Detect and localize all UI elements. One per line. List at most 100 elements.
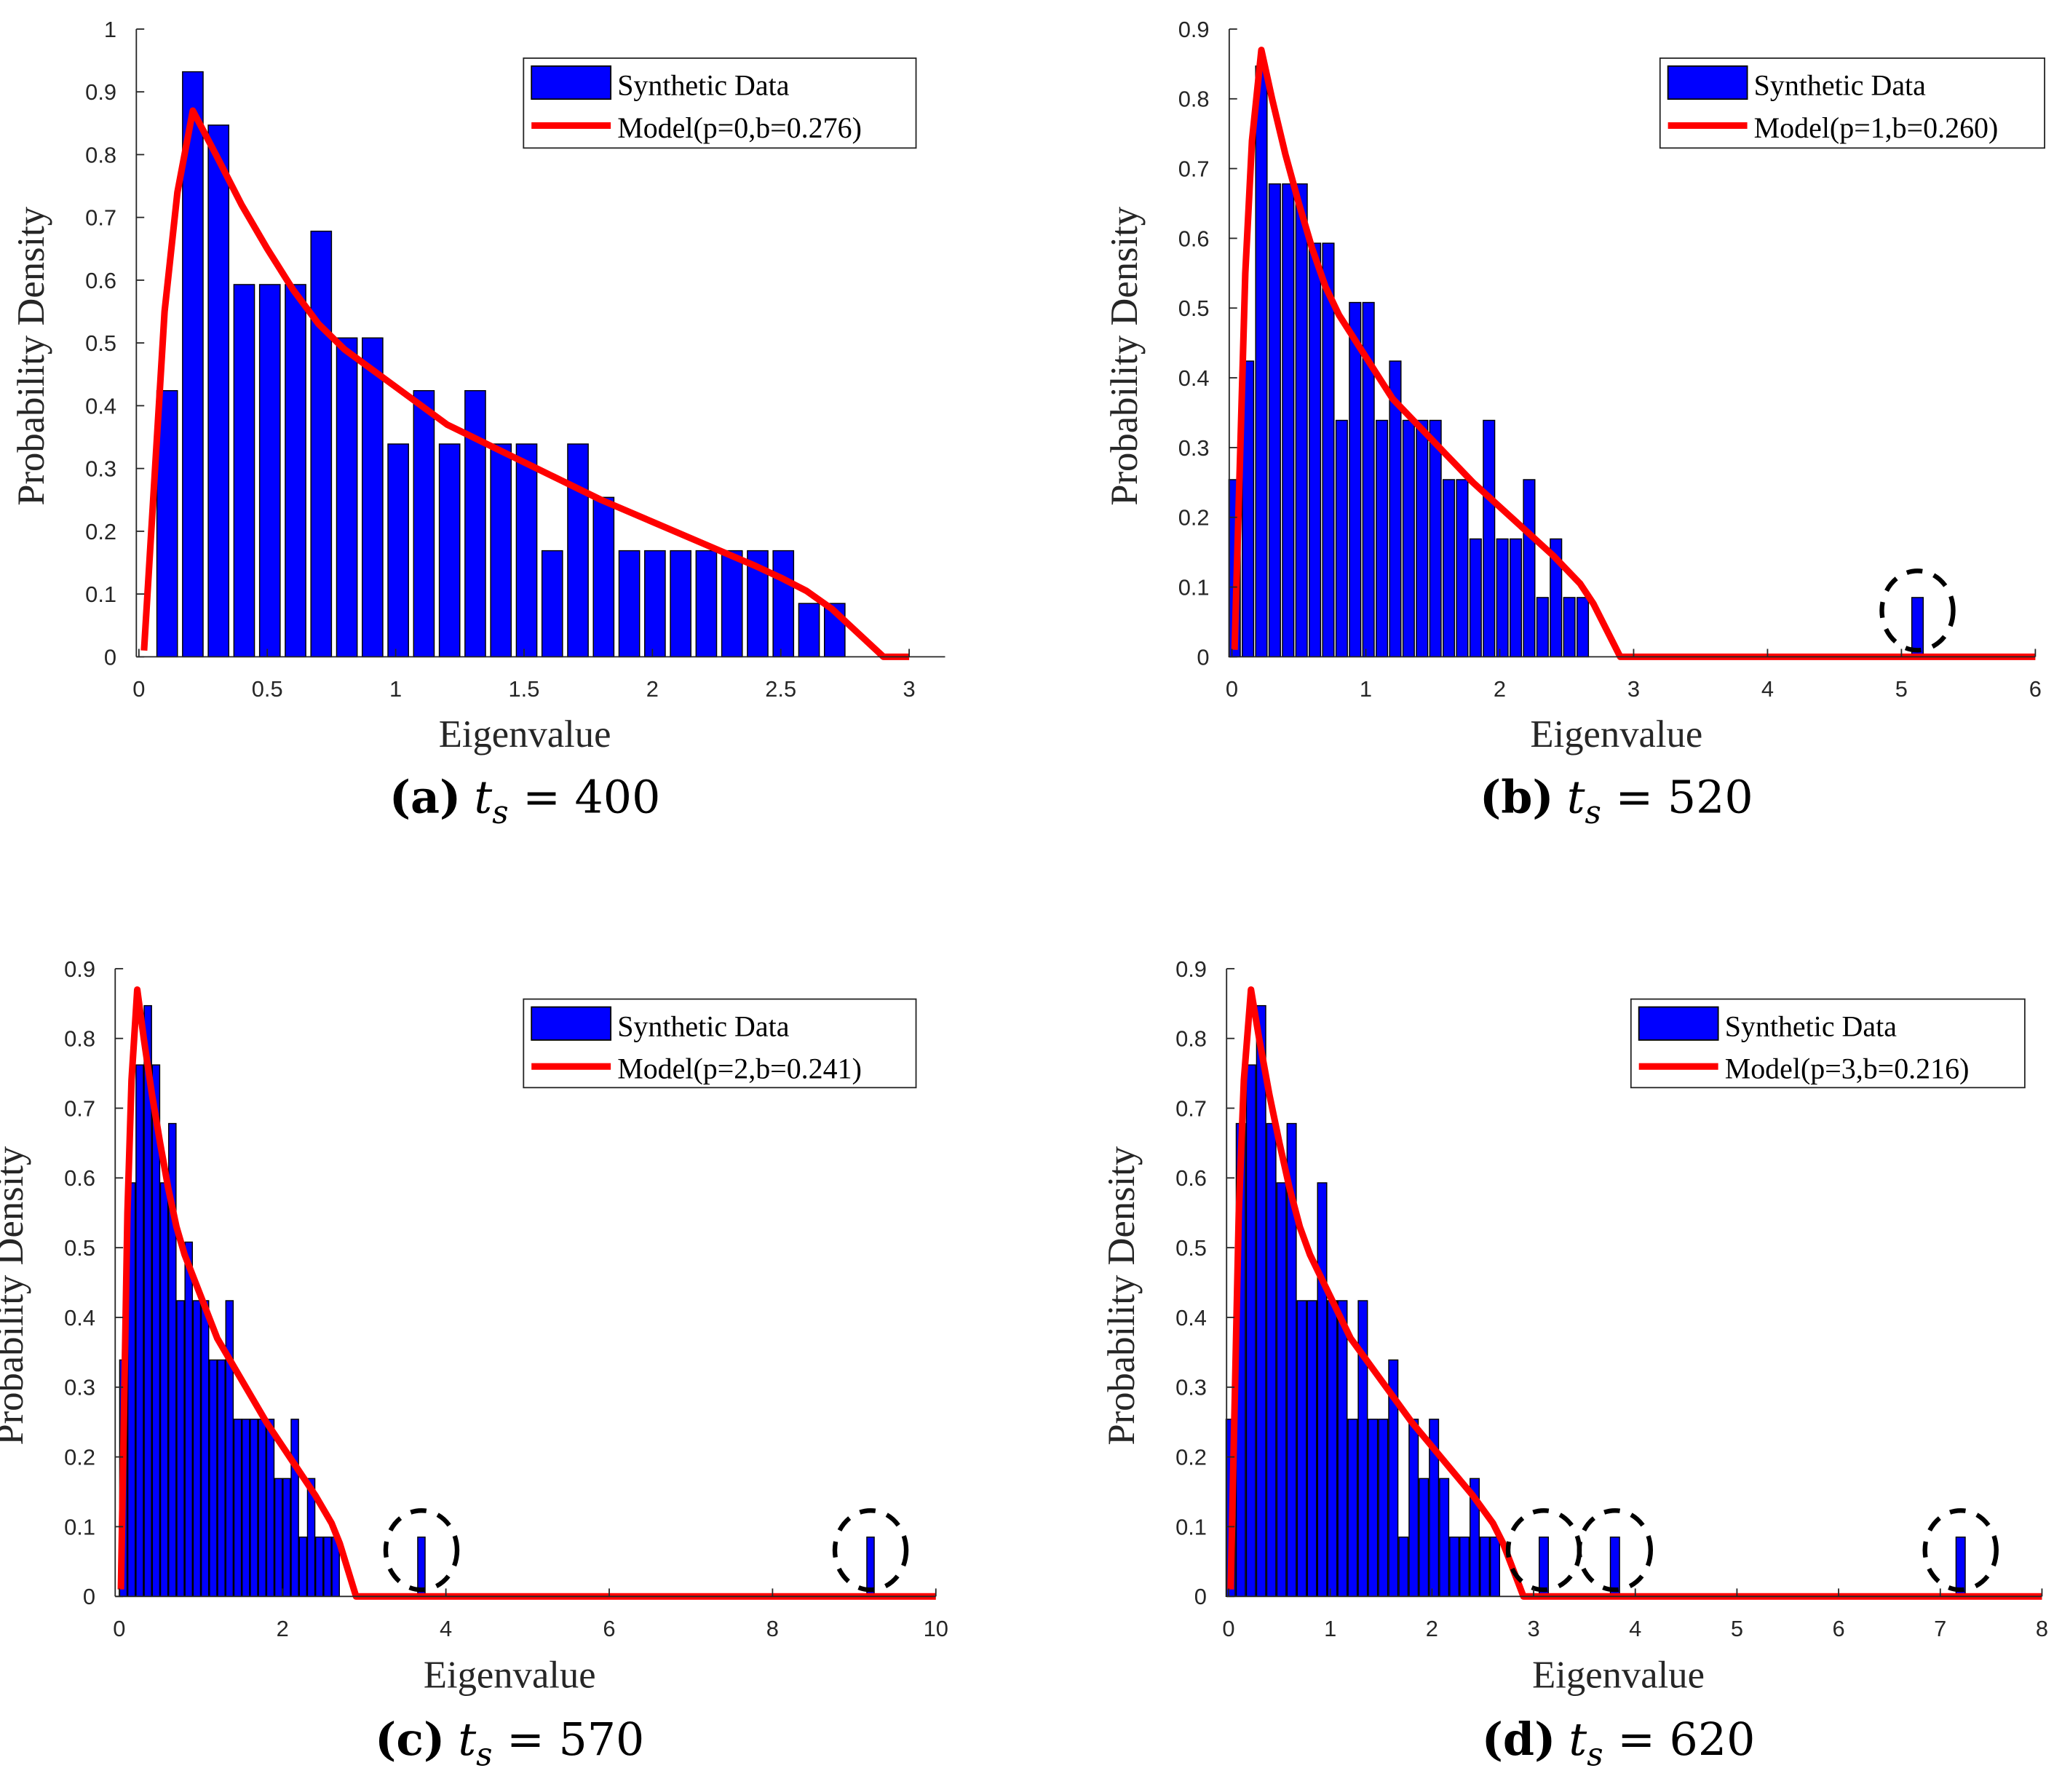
histogram-bar (209, 1359, 218, 1598)
x-tick-label: 1.5 (509, 676, 540, 702)
outlier-highlight-circle (832, 1508, 909, 1593)
histogram-bar (1317, 1182, 1328, 1598)
x-tick-label: 1 (1324, 1616, 1336, 1641)
histogram-bar (823, 603, 846, 658)
histogram-bar (541, 550, 563, 658)
model-curve (140, 107, 910, 660)
x-tick-label: 6 (1833, 1616, 1845, 1641)
outlier-highlight-circle (1922, 1508, 1999, 1593)
histogram-bar (1576, 597, 1590, 658)
y-tick-label: 0.4 (64, 1305, 95, 1331)
y-tick-label: 0.8 (1178, 87, 1210, 112)
histogram-bar (290, 1419, 299, 1598)
histogram-bar (670, 550, 691, 658)
histogram-bar (1327, 1300, 1338, 1598)
x-tick-label: 3 (1527, 1616, 1539, 1641)
legend-label-data: Synthetic Data (1754, 69, 1927, 102)
histogram-bar (1276, 1182, 1287, 1598)
outlier-highlight-circle (383, 1508, 460, 1593)
histogram-bar (274, 1478, 283, 1598)
y-axis-label: Probability Density (1103, 206, 1146, 506)
histogram-bar (1469, 538, 1482, 658)
legend-bar-swatch (531, 65, 612, 100)
legend: Synthetic Data Model(p=2,b=0.241) (523, 998, 917, 1089)
histogram-bar (182, 71, 204, 658)
x-tick-label: 0 (113, 1616, 125, 1641)
y-tick-label: 0.9 (64, 956, 95, 982)
legend-label-data: Synthetic Data (617, 1010, 790, 1042)
y-tick-label: 0.3 (1175, 1375, 1207, 1400)
subfigure-caption: (c) ts = 570 (375, 1713, 644, 1774)
histogram-bar (721, 550, 743, 658)
x-tick-label: 6 (2029, 676, 2042, 702)
x-tick-label: 1 (389, 676, 402, 702)
y-tick-label: 0.6 (1175, 1165, 1207, 1191)
legend-bar-swatch (531, 1006, 612, 1041)
histogram-bar (1483, 419, 1496, 658)
histogram-bar (184, 1241, 194, 1598)
histogram-bar (207, 124, 230, 658)
histogram-bar (1357, 1300, 1368, 1598)
y-tick-label: 0 (83, 1584, 95, 1609)
x-tick-label: 2.5 (765, 676, 796, 702)
x-tick-label: 0 (132, 676, 145, 702)
histogram-bar (1523, 479, 1536, 658)
histogram-bar (592, 496, 615, 658)
y-tick-label: 0.6 (64, 1165, 95, 1191)
x-tick-label: 8 (2036, 1616, 2048, 1641)
histogram-bar (1459, 1537, 1470, 1598)
histogram-bar (618, 550, 641, 658)
caption-variable: t (1569, 1713, 1587, 1766)
histogram-bar (464, 389, 486, 658)
histogram-bar (233, 1419, 242, 1598)
x-tick-label: 5 (1731, 1616, 1743, 1641)
x-tick-label: 7 (1934, 1616, 1946, 1641)
x-tick-label: 5 (1895, 676, 1908, 702)
histogram-bar (314, 1537, 324, 1598)
histogram-bar (413, 389, 435, 658)
y-tick-label: 0.3 (1178, 435, 1210, 461)
x-tick-label: 3 (1627, 676, 1640, 702)
histogram-bar (310, 230, 333, 658)
histogram-bar (644, 550, 666, 658)
y-tick-label: 0.6 (1178, 226, 1210, 251)
histogram-bar (362, 337, 384, 658)
x-tick-label: 2 (646, 676, 659, 702)
outlier-highlight-circle (1577, 1508, 1653, 1593)
y-tick-label: 0.7 (1175, 1095, 1207, 1121)
histogram-bar (217, 1359, 226, 1598)
y-axis-label: Probability Density (10, 206, 52, 506)
histogram-bar (1419, 1478, 1429, 1598)
x-axis-label: Eigenvalue (424, 1654, 596, 1697)
histogram-bar (1496, 538, 1509, 658)
x-axis-label: Eigenvalue (1532, 1654, 1705, 1697)
histogram-bar (1439, 1478, 1450, 1598)
x-tick-label: 2 (277, 1616, 289, 1641)
panel-c: 0 2 4 6 8 10 0 0.1 0.2 0.3 0.4 0.5 0.6 0.7 0.8 0.9 Eigen… (0, 956, 948, 1774)
y-axis-label: Probability Density (0, 1146, 31, 1446)
histogram-bar (258, 284, 281, 658)
histogram-bar (1296, 1300, 1307, 1598)
histogram-bar (1309, 242, 1322, 658)
y-tick-label: 0.5 (64, 1235, 95, 1261)
histogram-bar (323, 1537, 332, 1598)
histogram-bar (1429, 419, 1442, 658)
y-tick-label: 0.9 (1178, 17, 1210, 42)
y-tick-label: 0.9 (1175, 956, 1207, 982)
histogram-bar (1408, 1419, 1419, 1598)
x-tick-label: 8 (766, 1616, 779, 1641)
y-tick-label: 0.4 (1175, 1305, 1207, 1331)
histogram-bar (1268, 183, 1281, 658)
panel-b: 0 1 2 3 4 5 6 0 0.1 0.2 0.3 0.4 0.5 0.6 0.7 0.8 0.9 Eigen… (1103, 17, 2045, 831)
legend-label-model: Model(p=0,b=0.276) (617, 111, 862, 144)
histogram-bar (1479, 1537, 1491, 1598)
y-tick-label: 0.8 (85, 142, 116, 167)
caption-subscript: s (492, 795, 508, 831)
y-tick-label: 0.7 (1178, 156, 1210, 181)
caption-variable: t (1567, 772, 1585, 824)
histogram-bar (1376, 419, 1389, 658)
x-axis-label: Eigenvalue (439, 713, 611, 756)
y-tick-label: 1 (104, 17, 116, 42)
x-tick-label: 0 (1226, 676, 1238, 702)
